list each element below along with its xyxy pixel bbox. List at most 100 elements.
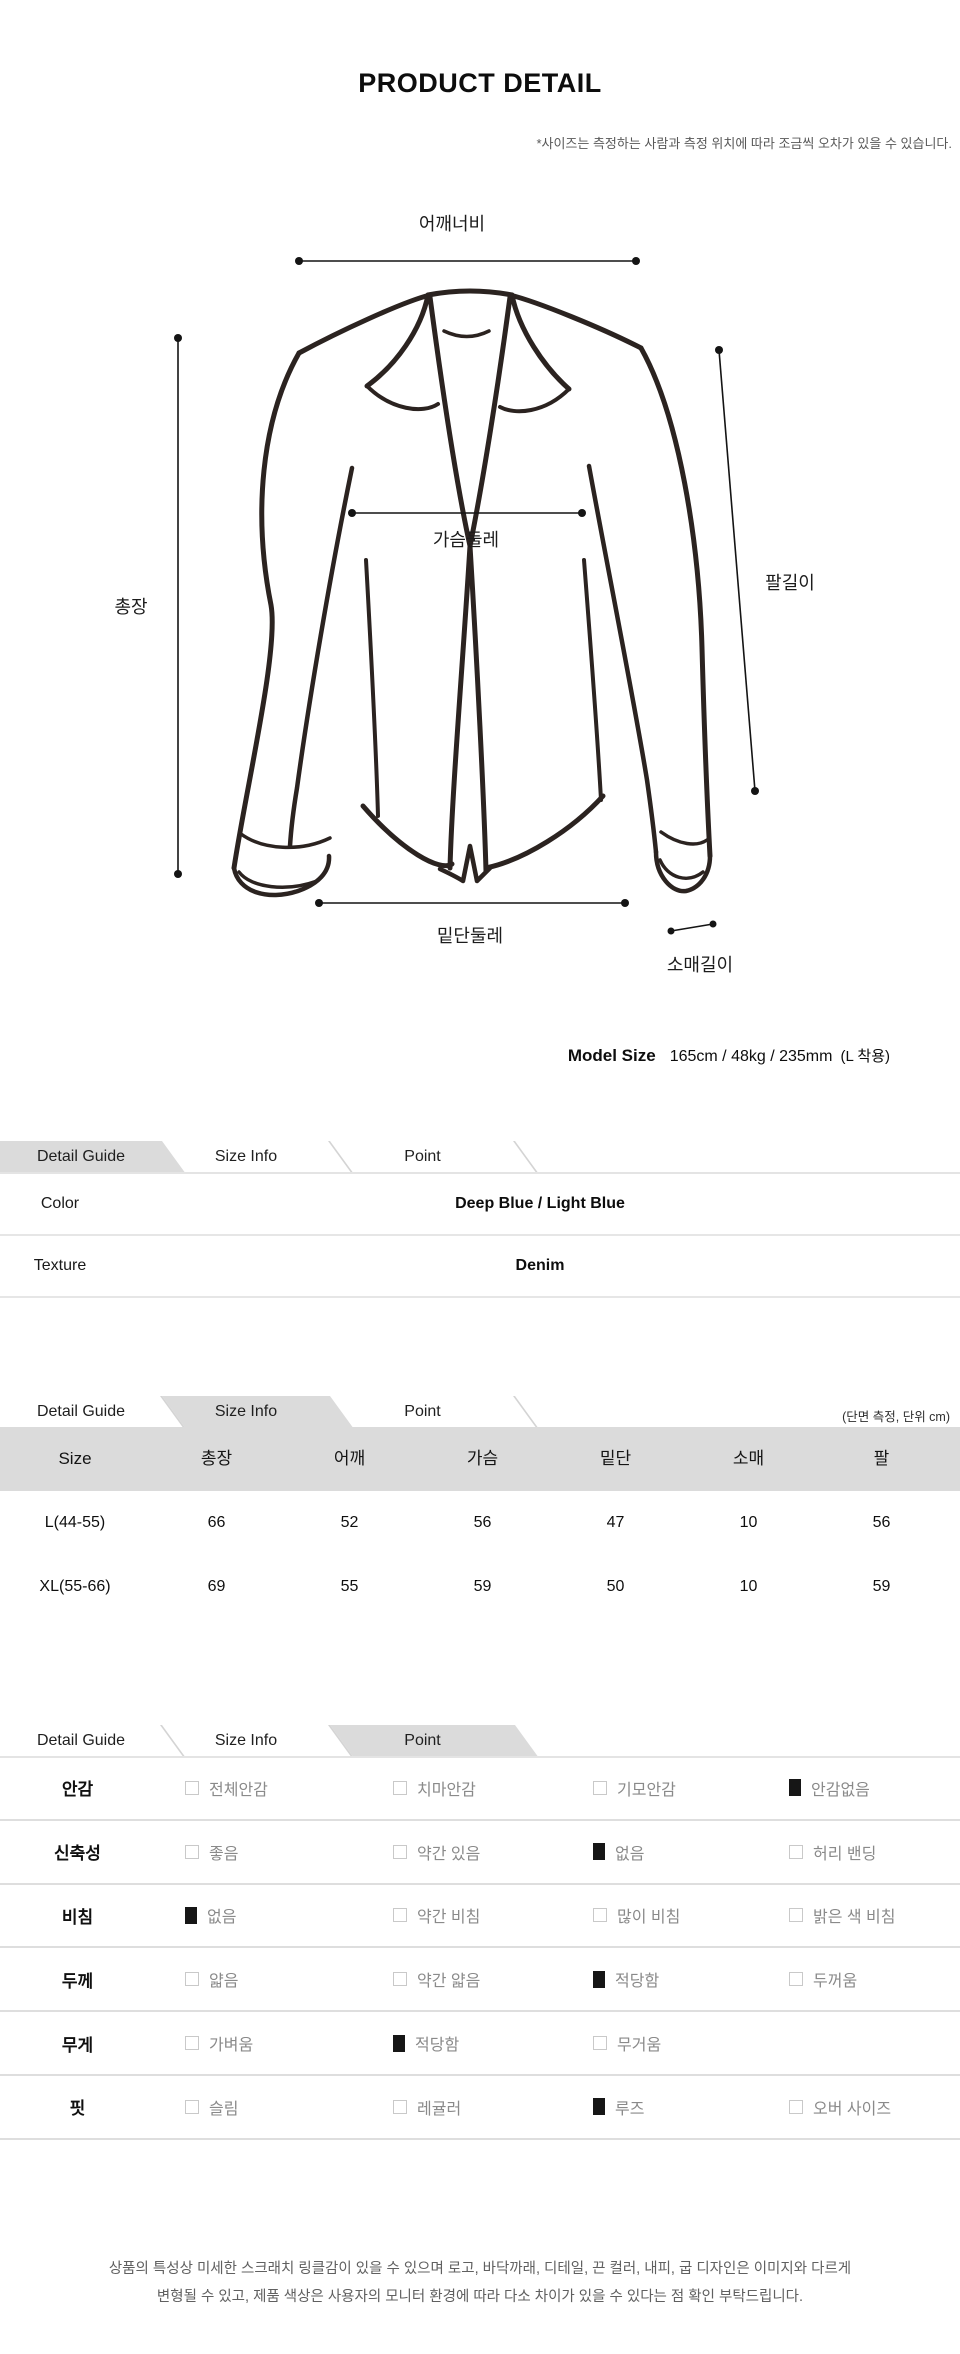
point-option: 얇음 [155,1967,363,1991]
size-table-header: Size 총장 어깨 가슴 밑단 소매 팔 [0,1427,960,1491]
value-cell: 50 [606,1578,625,1595]
point-option: 두꺼움 [759,1967,960,1991]
point-option: 약간 얇음 [363,1967,563,1991]
checkbox-icon [185,2036,199,2051]
hem-measure-line: 밑단둘레 [315,899,629,946]
total-length-label: 총장 [114,597,147,617]
chest-label: 가슴둘레 [433,530,499,550]
checkbox-icon [789,1908,803,1923]
value-cell: 10 [739,1578,758,1595]
point-option: 슬림 [155,2095,363,2119]
sleeve-length-measure-line: 소매길이 [667,920,733,975]
point-row-lining: 안감 전체안감 치마안감 기모안감 안감없음 [0,1757,960,1821]
checkbox-icon [393,1844,407,1859]
tab-size-info: Size Info [162,1725,330,1756]
col-header: 팔 [873,1449,890,1468]
col-header: 가슴 [466,1449,499,1468]
point-row-stretch: 신축성 좋음 약간 있음 없음 허리 밴딩 [0,1821,960,1885]
model-size-label: Model Size [567,1046,656,1065]
checkbox-icon [593,2098,605,2116]
hem-label: 밑단둘레 [437,926,503,946]
checkbox-icon [393,1972,407,1987]
row-value: Deep Blue / Light Blue [455,1195,625,1212]
point-option: 레귤러 [363,2095,563,2119]
checkbox-icon [393,2099,407,2114]
point-option: 전체안감 [155,1776,363,1800]
point-option: 허리 밴딩 [759,1840,960,1864]
checkbox-icon [593,2036,607,2051]
table-row-color: Color Deep Blue / Light Blue [0,1174,960,1236]
model-size-info: Model Size 165cm / 48kg / 235mm (L 착용) [568,1045,890,1066]
value-cell: 55 [340,1578,359,1595]
tab-detail-guide: Detail Guide [0,1141,162,1172]
checkbox-icon [789,1779,801,1797]
point-option: 약간 비침 [363,1903,563,1927]
checkbox-icon [789,2099,803,2114]
col-header: Size [58,1449,92,1468]
checkbox-icon [393,1780,407,1795]
col-header: 소매 [732,1449,765,1468]
value-cell: 10 [739,1514,758,1531]
checkbox-icon [593,1780,607,1795]
row-value: Denim [515,1257,565,1274]
checkbox-icon [393,1908,407,1923]
point-row-weight: 무게 가벼움 적당함 무거움 [0,2012,960,2076]
point-option: 오버 사이즈 [759,2095,960,2119]
point-option: 좋음 [155,1840,363,1864]
point-option: 루즈 [563,2095,759,2119]
value-cell: 66 [207,1514,226,1531]
disclaimer-line: 변형될 수 있고, 제품 색상은 사용자의 모니터 환경에 따라 다소 차이가 … [156,2289,804,2305]
model-size-fit: (L 착용) [840,1048,890,1065]
point-option: 치마안감 [363,1776,563,1800]
col-header: 어깨 [333,1449,366,1468]
page-title: PRODUCT DETAIL [358,68,602,98]
checkbox-icon [185,1972,199,1987]
point-option: 적당함 [363,2031,563,2055]
checkbox-icon [593,1843,605,1861]
value-cell: 59 [872,1578,891,1595]
value-cell: 56 [473,1514,492,1531]
checkbox-icon [789,1844,803,1859]
point-tabbar: Detail Guide Size Info Point [0,1725,960,1758]
table-row-texture: Texture Denim [0,1236,960,1298]
garment-measurement-diagram: 어깨너비 가슴둘레 총장 팔길이 밑단둘레 소매길이 [114,214,815,975]
tab-size-info: Size Info [162,1396,330,1427]
shoulder-measure-line: 어깨너비 [295,214,640,265]
point-attribute-table: 안감 전체안감 치마안감 기모안감 안감없음 신축성 좋음 약간 있음 없음 허… [0,1757,960,2140]
size-disclaimer-note: *사이즈는 측정하는 사람과 측정 위치에 따라 조금씩 오차가 있을 수 있습… [536,136,952,151]
checkbox-icon [185,1844,199,1859]
shoulder-width-label: 어깨너비 [419,214,485,234]
checkbox-icon [185,1780,199,1795]
row-label: Color [40,1195,80,1212]
measurement-unit-note: (단면 측정, 단위 cm) [842,1410,950,1424]
row-label: Texture [33,1257,87,1274]
arm-length-label: 팔길이 [765,573,815,593]
detail-guide-table: Color Deep Blue / Light Blue Texture Den… [0,1174,960,1298]
model-size-value: 165cm / 48kg / 235mm [669,1048,833,1065]
point-option: 무거움 [563,2031,759,2055]
tab-point: Point [330,1396,515,1427]
sleeve-length-label: 소매길이 [667,955,733,975]
point-option: 없음 [155,1903,363,1927]
tab-size-info: Size Info [162,1141,330,1172]
checkbox-icon [593,1970,605,1988]
size-table-row-XL: XL(55-66) 69 55 59 50 10 59 [0,1555,960,1619]
tab-point: Point [330,1725,515,1756]
tab-detail-guide: Detail Guide [0,1725,162,1756]
col-header: 밑단 [599,1449,632,1468]
disclaimer-line: 상품의 특성상 미세한 스크래치 링클감이 있을 수 있으며 로고, 바닥까래,… [108,2261,852,2277]
checkbox-icon [593,1908,607,1923]
product-disclaimer: 상품의 특성상 미세한 스크래치 링클감이 있을 수 있으며 로고, 바닥까래,… [0,2255,960,2311]
value-cell: 52 [340,1514,359,1531]
point-option: 안감없음 [759,1776,960,1800]
checkbox-icon [789,1972,803,1987]
point-row-thickness: 두께 얇음 약간 얇음 적당함 두꺼움 [0,1948,960,2013]
value-cell: 47 [606,1514,625,1531]
size-cell: XL(55-66) [39,1578,111,1595]
size-cell: L(44-55) [44,1514,106,1531]
tab-point: Point [330,1141,515,1172]
point-row-sheer: 비침 없음 약간 비침 많이 비침 밝은 색 비침 [0,1885,960,1949]
arm-length-measure-line: 팔길이 [715,346,815,795]
point-option: 가벼움 [155,2031,363,2055]
point-option: 밝은 색 비침 [759,1903,960,1927]
